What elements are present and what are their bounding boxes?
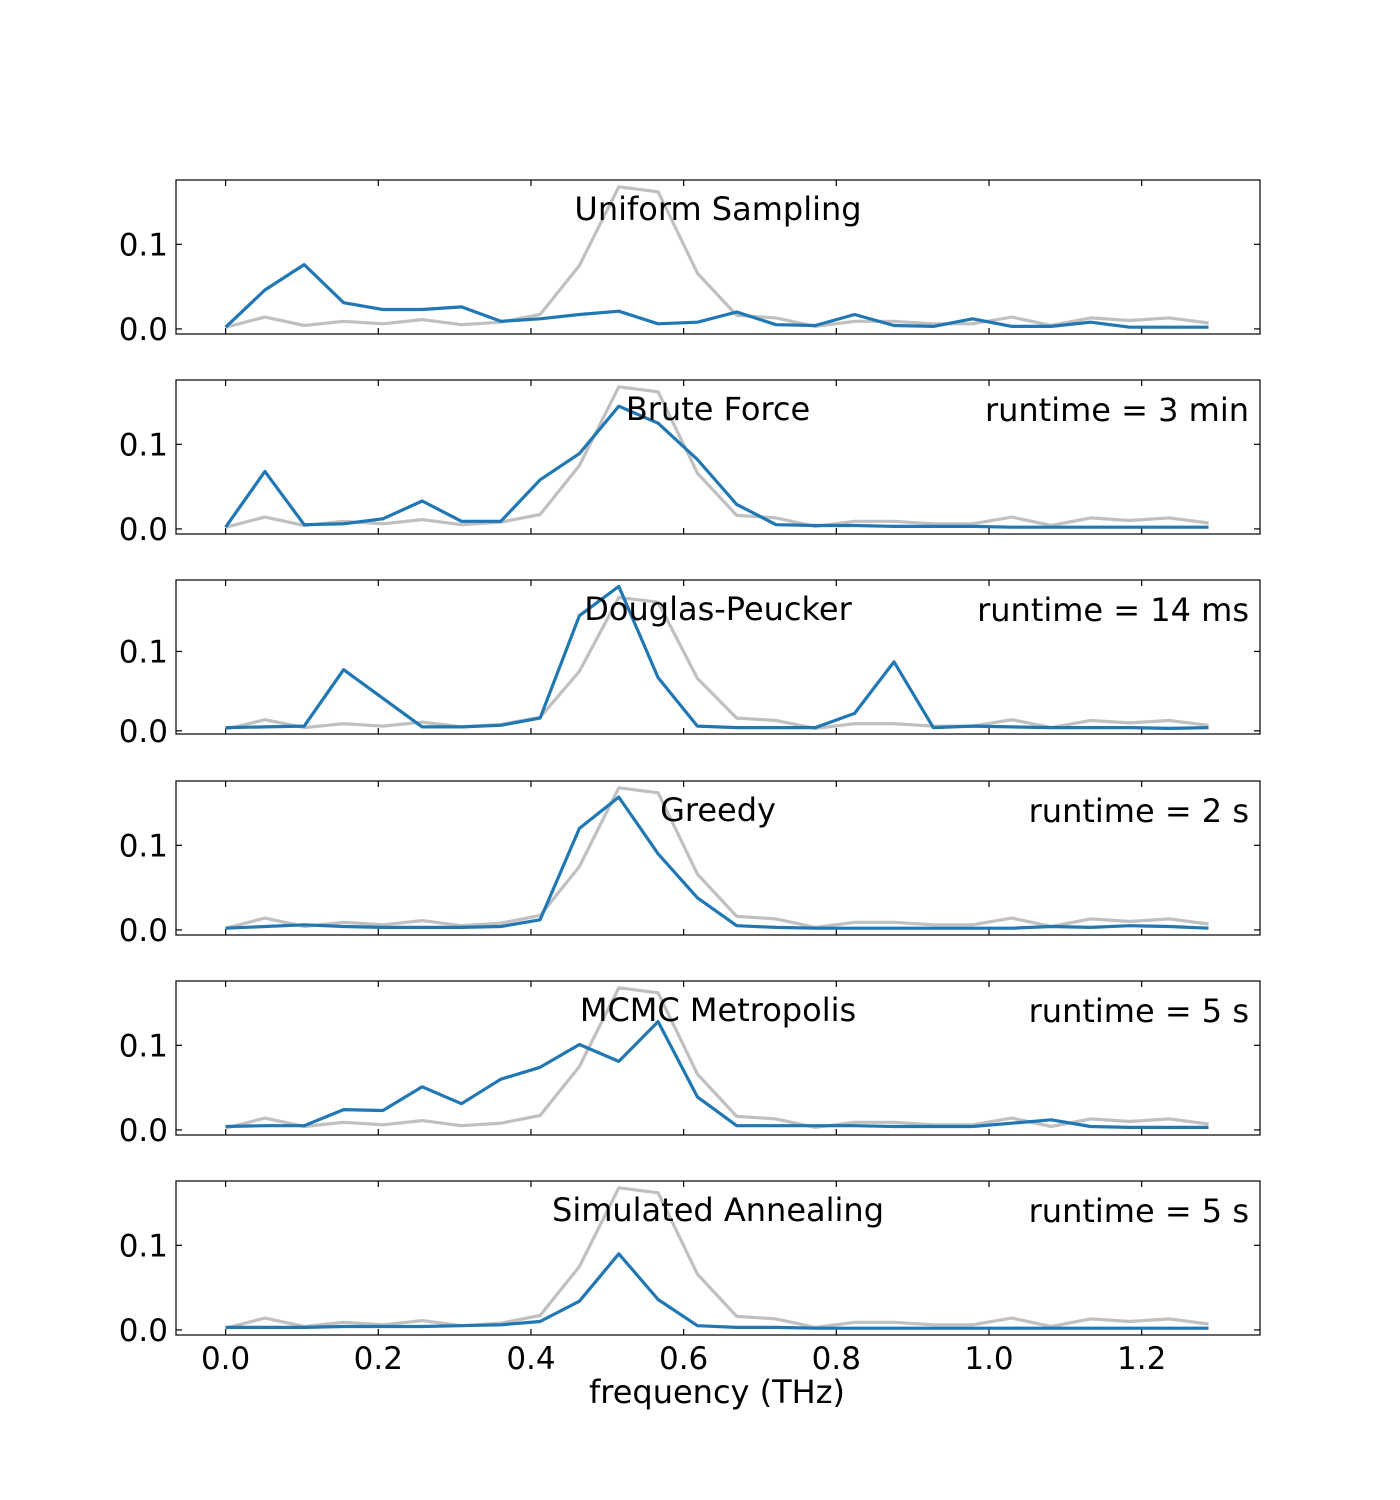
axes-frame (175, 780, 1261, 936)
reference-series-line (225, 185, 1209, 329)
approximation-series-line (225, 584, 1209, 731)
panel-title: Brute Force (626, 390, 810, 428)
approximation-series-line (224, 404, 1209, 529)
axes-frame (175, 179, 1261, 335)
reference-series-line (225, 385, 1209, 529)
runtime-label: runtime = 3 min (985, 391, 1249, 429)
axes-frame (175, 980, 1261, 1136)
runtime-label: runtime = 5 s (1029, 992, 1249, 1030)
panel-title: Simulated Annealing (552, 1191, 884, 1229)
reference-series-line (225, 1186, 1209, 1330)
y-tick-label: 0.0 (119, 714, 168, 750)
y-tick-label: 0.0 (119, 913, 168, 949)
panel-title: MCMC Metropolis (580, 991, 856, 1029)
x-axis-label: frequency (THz) (589, 1373, 845, 1411)
runtime-label: runtime = 2 s (1029, 792, 1249, 830)
y-tick-label: 0.1 (119, 1228, 168, 1264)
approximation-series-line (225, 1019, 1209, 1130)
panel-2: 0.0 0.1 Brute Force runtime = 3 min (119, 379, 1261, 548)
y-tick-label: 0.1 (119, 427, 168, 463)
y-tick-label: 0.0 (119, 1113, 168, 1149)
reference-series-line (225, 986, 1209, 1130)
x-tick-label: 0.0 (201, 1341, 250, 1377)
panel-title: Douglas-Peucker (584, 590, 852, 628)
panel-4: 0.0 0.1 Greedy runtime = 2 s (119, 780, 1261, 949)
x-tick-label: 0.8 (812, 1341, 861, 1377)
x-tick-label: 1.0 (964, 1341, 1013, 1377)
runtime-label: runtime = 5 s (1029, 1192, 1249, 1230)
approximation-series-line (224, 263, 1209, 329)
panel-6: 0.0 0.1 Simulated Annealing runtime = 5 s (119, 1180, 1261, 1349)
y-tick-label: 0.1 (119, 634, 168, 670)
y-tick-label: 0.1 (119, 828, 168, 864)
panel-3: 0.0 0.1 Douglas-Peucker runtime = 14 ms (119, 579, 1261, 750)
panel-1: 0.0 0.1 Uniform Sampling (119, 179, 1261, 348)
runtime-label: runtime = 14 ms (977, 591, 1249, 629)
x-tick-label: 1.2 (1117, 1341, 1166, 1377)
panels: 0.0 0.1 Uniform Sampling 0.0 0.1 Brute Force r… (119, 179, 1261, 1349)
y-tick-label: 0.0 (119, 512, 168, 548)
x-tick-label: 0.6 (659, 1341, 708, 1377)
y-tick-label: 0.1 (119, 1028, 168, 1064)
approximation-series-line (225, 1252, 1209, 1330)
axes-frame (175, 579, 1261, 735)
axes-frame (175, 379, 1261, 535)
reference-series-line (225, 786, 1209, 930)
panel-title: Greedy (660, 791, 776, 829)
approximation-series-line (225, 795, 1209, 930)
x-tick-label: 0.2 (354, 1341, 403, 1377)
panel-title: Uniform Sampling (574, 190, 861, 228)
y-tick-label: 0.0 (119, 1313, 168, 1349)
y-tick-label: 0.1 (119, 227, 168, 263)
y-tick-label: 0.0 (119, 312, 168, 348)
axes-frame (175, 1180, 1261, 1336)
panel-5: 0.0 0.1 MCMC Metropolis runtime = 5 s (119, 980, 1261, 1149)
x-tick-label: 0.4 (506, 1341, 555, 1377)
x-axis: 0.0 0.2 0.4 0.6 0.8 1.0 1.2 (201, 1341, 1166, 1377)
